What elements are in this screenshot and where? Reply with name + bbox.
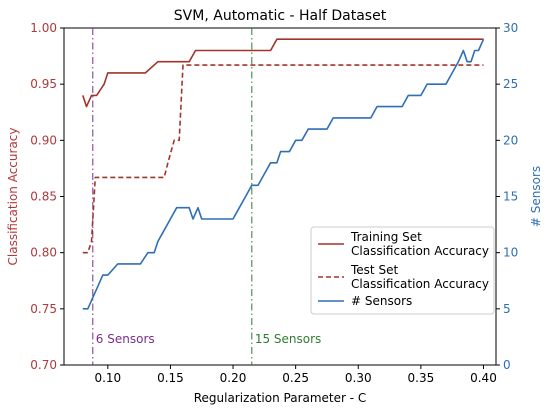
x-tick-label: 0.30 [345, 371, 372, 385]
test-accuracy-line [82, 64, 484, 254]
y-right-tick-label: 10 [503, 246, 518, 260]
y-right-tick-label: 30 [503, 21, 518, 35]
x-tick-label: 0.15 [157, 371, 184, 385]
plot-area: 0.10 0.15 0.20 0.25 0.30 0.35 0.40 0.70 0.75 0.80… [30, 21, 518, 385]
legend-entry: Training Set Classification Accuracy [350, 230, 489, 258]
y-left-tick-label: 0.75 [30, 302, 57, 316]
y-right-tick-label: 5 [503, 302, 511, 316]
y-right-axis-label: # Sensors [529, 166, 543, 227]
sensors-line [82, 38, 485, 310]
y-left-tick-label: 0.90 [30, 133, 57, 147]
x-tick-label: 0.40 [470, 371, 497, 385]
y-left-tick-label: 0.85 [30, 190, 57, 204]
legend-entry: Test Set Classification Accuracy [350, 263, 489, 291]
x-tick-label: 0.20 [220, 371, 247, 385]
x-tick-label: 0.35 [408, 371, 435, 385]
y-left-tick-label: 1.00 [30, 21, 57, 35]
y-left-axis-label: Classification Accuracy [6, 128, 20, 266]
legend-box [310, 226, 495, 315]
vertical-line-label: 6 Sensors [96, 332, 155, 346]
legend: Training Set Classification Accuracy Test … [310, 226, 495, 315]
x-axis-label: Regularization Parameter - C [194, 391, 367, 405]
x-tick-label: 0.10 [94, 371, 121, 385]
legend-entry: # Sensors [351, 294, 412, 308]
y-left-tick-label: 0.80 [30, 246, 57, 260]
y-right-tick-label: 15 [503, 190, 518, 204]
y-right-tick-label: 0 [503, 358, 511, 372]
y-left-tick-label: 0.95 [30, 77, 57, 91]
y-right-tick-label: 25 [503, 77, 518, 91]
vertical-line-label: 15 Sensors [255, 332, 321, 346]
chart-title: SVM, Automatic - Half Dataset [174, 8, 387, 24]
x-tick-label: 0.25 [282, 371, 309, 385]
training-accuracy-line [82, 38, 484, 108]
y-left-tick-label: 0.70 [30, 358, 57, 372]
y-right-tick-label: 20 [503, 133, 518, 147]
